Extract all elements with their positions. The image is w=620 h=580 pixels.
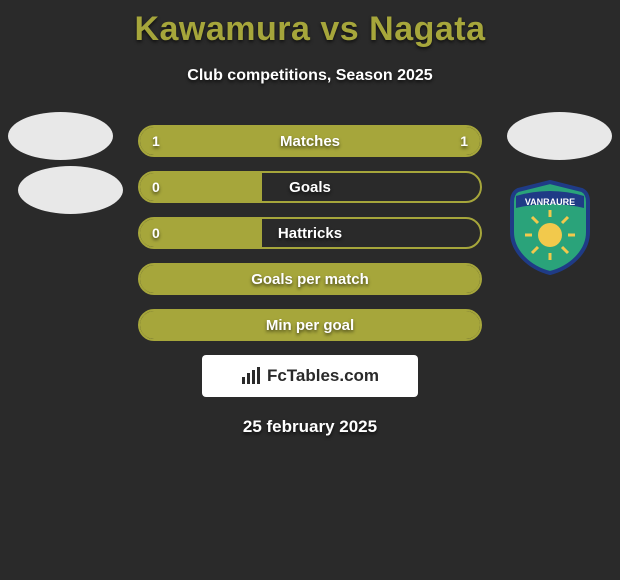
stat-left-value: 0 — [152, 225, 160, 241]
source-logo[interactable]: FcTables.com — [202, 355, 418, 397]
stat-label: Goals per match — [251, 271, 369, 288]
stat-label: Matches — [280, 133, 340, 150]
stat-row-min-per-goal: Min per goal — [138, 309, 482, 341]
stat-label: Hattricks — [278, 225, 342, 242]
bars-icon — [241, 367, 263, 385]
stat-right-value: 1 — [460, 133, 468, 149]
page-title: Kawamura vs Nagata — [0, 0, 620, 49]
stat-row-hattricks: 0 Hattricks — [138, 217, 482, 249]
subtitle: Club competitions, Season 2025 — [0, 67, 620, 85]
stat-row-goals: 0 Goals — [138, 171, 482, 203]
stat-row-goals-per-match: Goals per match — [138, 263, 482, 295]
stat-label: Min per goal — [266, 317, 354, 334]
source-logo-text: FcTables.com — [267, 366, 379, 386]
stat-left-value: 1 — [152, 133, 160, 149]
comparison-card: Kawamura vs Nagata Club competitions, Se… — [0, 0, 620, 437]
stat-row-matches: 1 Matches 1 — [138, 125, 482, 157]
stat-left-value: 0 — [152, 179, 160, 195]
stat-label: Goals — [289, 179, 331, 196]
stats-bars: 1 Matches 1 0 Goals 0 Hattricks Goals pe… — [0, 125, 620, 437]
date-text: 25 february 2025 — [0, 417, 620, 437]
